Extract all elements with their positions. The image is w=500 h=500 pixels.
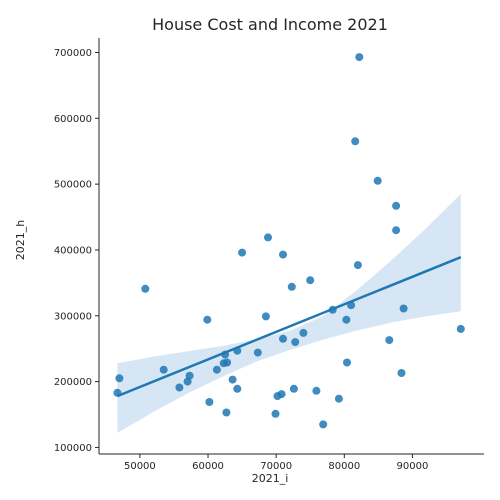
y-tick-label: 100000 xyxy=(54,443,92,454)
y-tick-label: 400000 xyxy=(54,245,92,256)
data-point xyxy=(271,409,280,418)
y-tick-label: 600000 xyxy=(54,114,92,125)
data-point xyxy=(456,324,465,333)
data-point xyxy=(159,365,168,374)
data-point xyxy=(392,226,401,235)
data-point xyxy=(261,312,270,321)
data-point xyxy=(115,374,124,383)
axes-layer: 50000 60000 70000 80000 90000 100000 200000 300… xyxy=(54,38,484,472)
data-point xyxy=(289,384,298,393)
data-point xyxy=(355,53,364,62)
data-point xyxy=(306,276,315,285)
x-axis-label: 2021_i xyxy=(252,472,289,485)
data-point xyxy=(287,282,296,291)
x-tick-label: 90000 xyxy=(397,461,429,472)
data-point xyxy=(253,348,262,357)
data-point xyxy=(273,392,282,401)
data-point xyxy=(264,233,272,242)
data-point xyxy=(397,369,406,377)
y-tick-label: 300000 xyxy=(54,311,92,322)
x-tick-label: 50000 xyxy=(124,461,156,472)
regression-line-layer xyxy=(116,256,462,398)
points-layer xyxy=(113,53,465,429)
data-point xyxy=(299,328,308,337)
data-point xyxy=(392,201,401,210)
data-point xyxy=(279,334,287,343)
data-point xyxy=(233,384,242,393)
y-tick-label: 500000 xyxy=(54,180,92,191)
data-point xyxy=(399,304,408,313)
data-point xyxy=(212,365,221,374)
confidence-band-layer xyxy=(117,194,461,433)
data-point xyxy=(351,137,360,146)
regression-line xyxy=(116,256,462,398)
data-point xyxy=(319,420,328,429)
data-point xyxy=(228,375,237,384)
data-point xyxy=(205,398,214,406)
data-point xyxy=(141,284,150,293)
data-point xyxy=(342,315,351,324)
x-tick-label: 80000 xyxy=(328,461,360,472)
data-point xyxy=(238,248,247,257)
data-point xyxy=(183,377,192,386)
data-point xyxy=(385,336,394,345)
y-tick-label: 700000 xyxy=(54,48,92,59)
data-point xyxy=(373,176,382,185)
data-point xyxy=(223,358,232,367)
data-point xyxy=(203,315,212,324)
data-point xyxy=(334,394,343,403)
data-point xyxy=(175,383,184,392)
data-point xyxy=(291,338,300,347)
y-tick-label: 200000 xyxy=(54,377,92,388)
x-tick-label: 60000 xyxy=(192,461,224,472)
data-point xyxy=(279,250,287,259)
data-point xyxy=(312,386,321,395)
chart-title: House Cost and Income 2021 xyxy=(152,15,388,34)
data-point xyxy=(353,261,362,270)
confidence-band xyxy=(117,194,461,433)
data-point xyxy=(343,358,351,367)
data-point xyxy=(222,408,231,417)
x-tick-label: 70000 xyxy=(260,461,292,472)
y-axis-label: 2021_h xyxy=(14,220,27,260)
